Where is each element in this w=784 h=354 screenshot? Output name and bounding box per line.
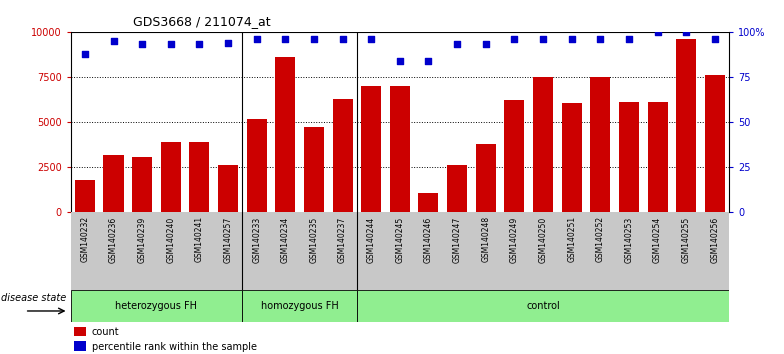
Text: GSM140256: GSM140256 xyxy=(710,216,719,263)
Point xyxy=(307,36,320,42)
Bar xyxy=(103,155,124,212)
Point xyxy=(451,42,463,47)
Text: GSM140249: GSM140249 xyxy=(510,216,519,263)
Bar xyxy=(74,341,85,351)
Text: GSM140239: GSM140239 xyxy=(138,216,147,263)
Text: GSM140247: GSM140247 xyxy=(452,216,462,263)
Text: GDS3668 / 211074_at: GDS3668 / 211074_at xyxy=(133,15,271,28)
Point xyxy=(594,36,607,42)
Point xyxy=(622,36,635,42)
Bar xyxy=(504,101,524,212)
Bar xyxy=(648,102,667,212)
Bar xyxy=(419,193,438,212)
Text: GSM140235: GSM140235 xyxy=(310,216,318,263)
Text: GSM140252: GSM140252 xyxy=(596,216,604,262)
Point xyxy=(480,42,492,47)
Bar xyxy=(676,39,696,212)
Bar xyxy=(705,75,725,212)
Point xyxy=(279,36,292,42)
Text: GSM140253: GSM140253 xyxy=(624,216,633,263)
Bar xyxy=(447,165,467,212)
Bar xyxy=(357,290,729,322)
Text: homozygous FH: homozygous FH xyxy=(261,301,339,311)
Text: GSM140248: GSM140248 xyxy=(481,216,490,262)
Text: GSM140255: GSM140255 xyxy=(681,216,691,263)
Bar xyxy=(275,57,296,212)
Text: count: count xyxy=(92,327,119,337)
Point xyxy=(165,42,177,47)
Text: GSM140232: GSM140232 xyxy=(81,216,89,262)
Bar xyxy=(304,127,324,212)
Bar xyxy=(561,103,582,212)
Point xyxy=(193,42,205,47)
Point xyxy=(107,38,120,44)
Point xyxy=(222,40,234,46)
Text: heterozygous FH: heterozygous FH xyxy=(115,301,198,311)
Bar xyxy=(590,77,610,212)
Text: percentile rank within the sample: percentile rank within the sample xyxy=(92,342,256,352)
Text: GSM140246: GSM140246 xyxy=(424,216,433,263)
Point xyxy=(336,36,349,42)
Text: GSM140250: GSM140250 xyxy=(539,216,547,263)
Bar xyxy=(533,77,553,212)
Point xyxy=(537,36,550,42)
Bar xyxy=(476,144,495,212)
Text: GSM140240: GSM140240 xyxy=(166,216,176,263)
Text: GSM140254: GSM140254 xyxy=(653,216,662,263)
Point xyxy=(136,42,148,47)
Bar xyxy=(71,290,242,322)
Text: GSM140237: GSM140237 xyxy=(338,216,347,263)
Text: GSM140251: GSM140251 xyxy=(567,216,576,262)
Text: GSM140236: GSM140236 xyxy=(109,216,118,263)
Bar xyxy=(332,99,353,212)
Bar xyxy=(361,86,381,212)
Text: GSM140245: GSM140245 xyxy=(395,216,405,263)
Bar xyxy=(242,290,357,322)
Bar xyxy=(161,142,181,212)
Bar xyxy=(74,180,95,212)
Text: control: control xyxy=(526,301,560,311)
Bar xyxy=(190,142,209,212)
Text: GSM140233: GSM140233 xyxy=(252,216,261,263)
Bar xyxy=(247,119,267,212)
Bar xyxy=(132,157,152,212)
Text: disease state: disease state xyxy=(1,293,66,303)
Point xyxy=(78,51,91,56)
Bar xyxy=(390,86,410,212)
Point xyxy=(709,36,721,42)
Point xyxy=(365,36,377,42)
Point xyxy=(680,29,692,35)
Point xyxy=(423,58,435,64)
Bar xyxy=(218,165,238,212)
Text: GSM140241: GSM140241 xyxy=(195,216,204,262)
Bar xyxy=(74,327,85,336)
Point xyxy=(565,36,578,42)
Text: GSM140244: GSM140244 xyxy=(367,216,376,263)
Point xyxy=(652,29,664,35)
Bar xyxy=(619,102,639,212)
Point xyxy=(394,58,406,64)
Text: GSM140234: GSM140234 xyxy=(281,216,290,263)
Text: GSM140257: GSM140257 xyxy=(223,216,233,263)
Point xyxy=(508,36,521,42)
Point xyxy=(250,36,263,42)
